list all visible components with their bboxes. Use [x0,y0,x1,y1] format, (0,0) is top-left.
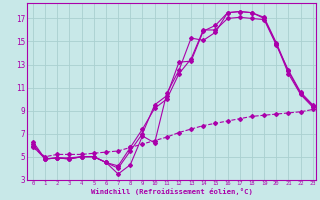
X-axis label: Windchill (Refroidissement éolien,°C): Windchill (Refroidissement éolien,°C) [91,188,252,195]
